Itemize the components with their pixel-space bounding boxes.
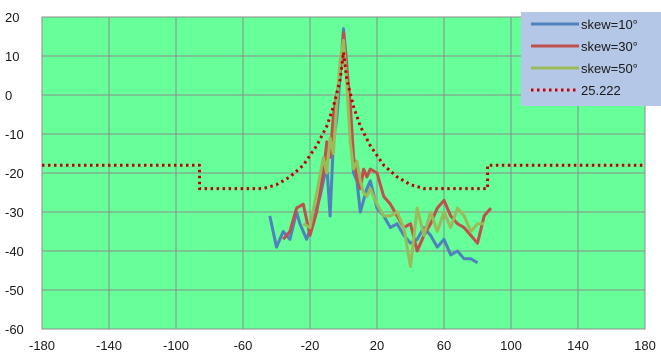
x-tick-label: 20: [370, 338, 384, 353]
x-tick-label: -20: [301, 338, 320, 353]
x-tick-label: -60: [234, 338, 253, 353]
y-tick-label: -50: [5, 283, 24, 298]
series-line-4: [42, 50, 645, 191]
y-tick-label: -10: [5, 127, 24, 142]
legend-label-3: skew=50°: [581, 61, 638, 76]
y-tick-label: 10: [5, 49, 19, 64]
y-tick-label: -20: [5, 166, 24, 181]
x-tick-label: -140: [96, 338, 122, 353]
x-tick-label: -180: [29, 338, 55, 353]
x-tick-label: 100: [500, 338, 522, 353]
legend-label-4: 25.222: [581, 83, 621, 98]
y-tick-label: 0: [5, 88, 12, 103]
y-tick-label: 20: [5, 10, 19, 25]
legend-label-2: skew=30°: [581, 39, 638, 54]
x-tick-label: 60: [437, 338, 451, 353]
y-tick-label: -30: [5, 205, 24, 220]
y-tick-label: -60: [5, 322, 24, 337]
x-tick-label: 180: [634, 338, 656, 353]
x-tick-label: 140: [567, 338, 589, 353]
legend-label-1: skew=10°: [581, 17, 638, 32]
series-line-3: [302, 38, 485, 269]
y-tick-label: -40: [5, 244, 24, 259]
x-tick-label: -100: [163, 338, 189, 353]
